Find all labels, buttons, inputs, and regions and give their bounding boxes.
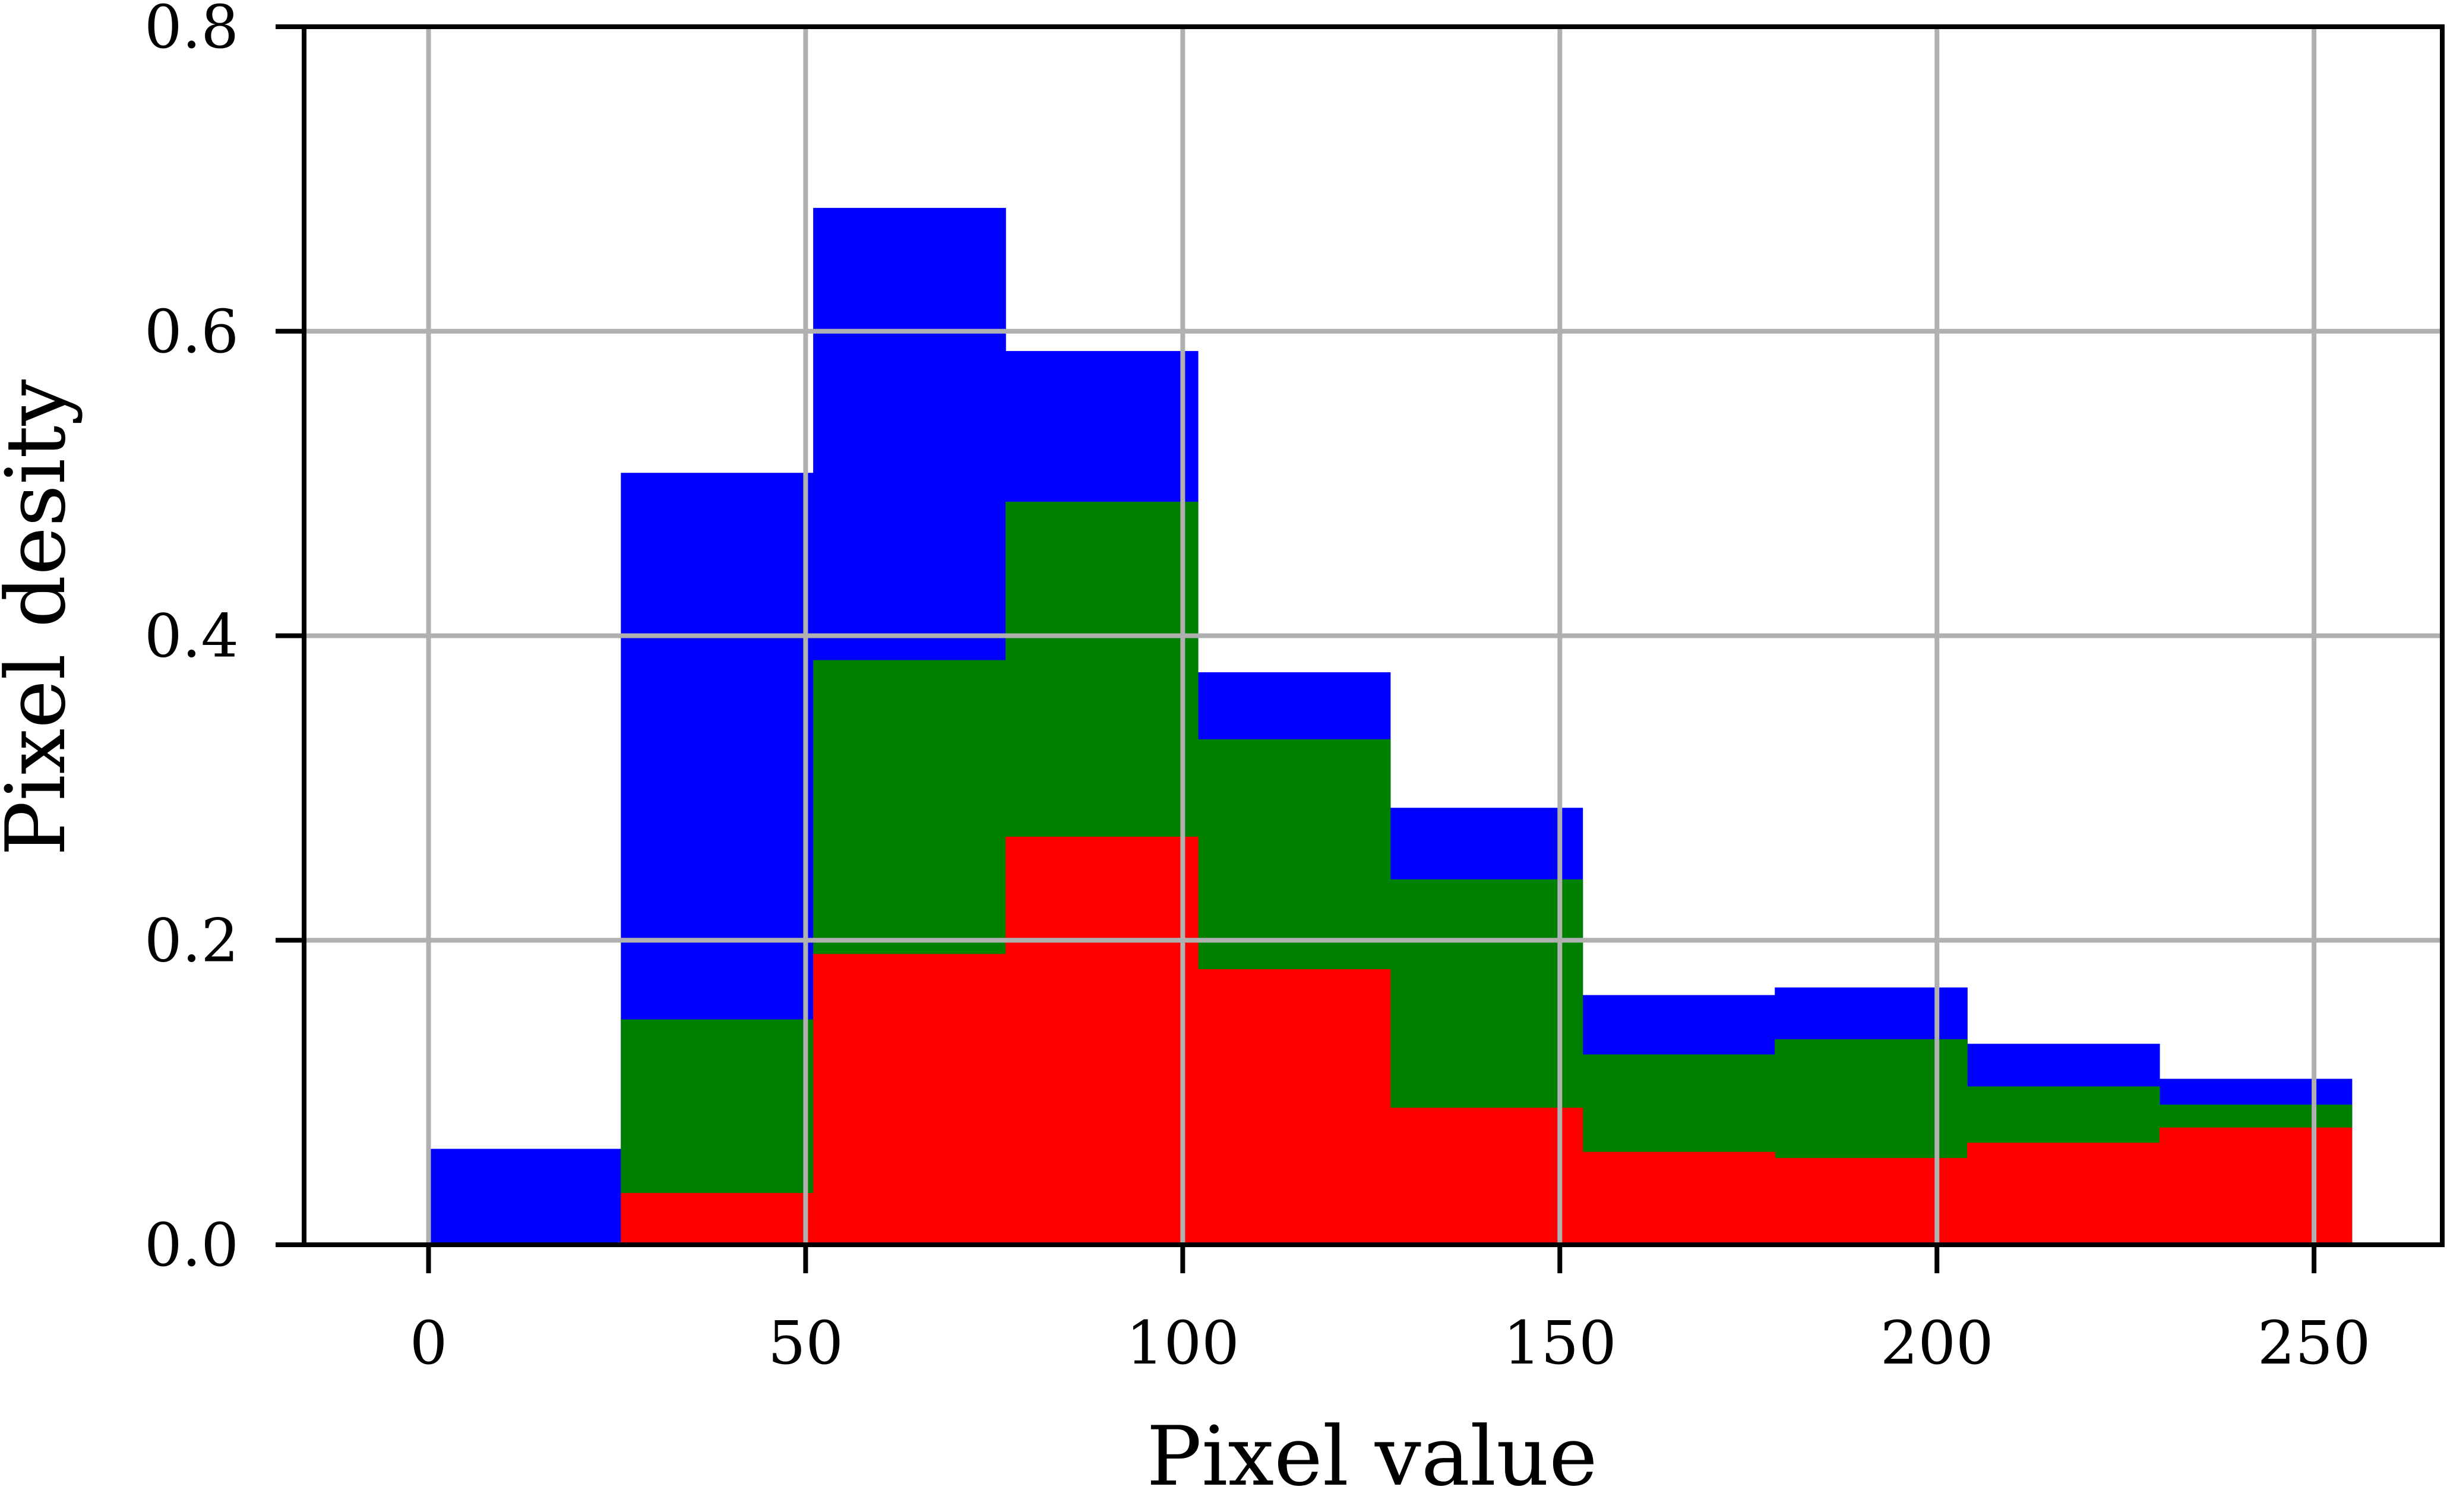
bar-series-2-bin-5 <box>1390 1108 1583 1245</box>
x-tick-label-1: 50 <box>768 1308 843 1378</box>
x-tick-label-4: 200 <box>1880 1308 1994 1378</box>
y-tick-label-1: 0.2 <box>144 906 239 975</box>
histogram-bars <box>428 208 2353 1245</box>
x-tick-label-3: 150 <box>1503 1308 1617 1378</box>
bar-series-0-bin-0 <box>428 1149 622 1245</box>
x-axis-label: Pixel value <box>1146 1409 1597 1504</box>
x-tick-label-0: 0 <box>410 1308 448 1378</box>
bar-series-2-bin-6 <box>1582 1152 1775 1245</box>
tick-labels: 0 50 100 150 200 250 0.0 0.2 0.4 0.6 0.8 <box>144 0 2371 1378</box>
y-tick-label-3: 0.6 <box>144 297 239 366</box>
x-tick-label-5: 250 <box>2258 1308 2371 1378</box>
y-tick-label-4: 0.8 <box>144 0 239 62</box>
y-axis-label: Pixel desity <box>0 379 84 856</box>
bar-series-2-bin-9 <box>2159 1127 2353 1245</box>
x-tick-label-2: 100 <box>1126 1308 1240 1378</box>
bar-series-2-bin-4 <box>1197 969 1391 1245</box>
axis-ticks <box>276 24 2317 1273</box>
y-tick-label-0: 0.0 <box>144 1210 239 1280</box>
bar-series-2-bin-8 <box>1967 1143 2160 1245</box>
bar-series-2-bin-3 <box>1005 836 1199 1245</box>
bar-series-2-bin-1 <box>621 1192 814 1245</box>
bar-series-2-bin-2 <box>813 954 1006 1245</box>
y-tick-label-2: 0.4 <box>144 602 239 671</box>
